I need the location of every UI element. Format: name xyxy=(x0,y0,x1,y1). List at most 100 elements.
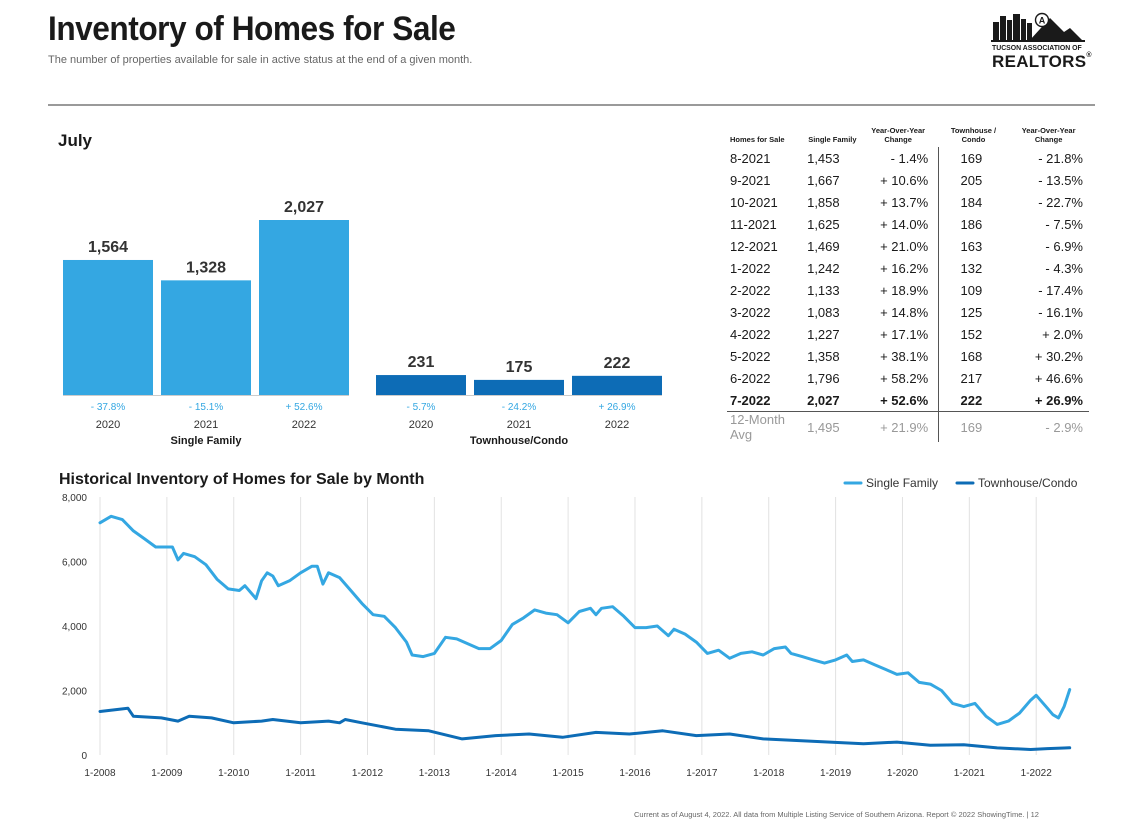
table-row: 11-2021 1,625 + 14.0% 186 - 7.5% xyxy=(727,213,1089,235)
x-tick-label: 1-2009 xyxy=(151,768,183,779)
legend-label: Townhouse/Condo xyxy=(978,476,1078,490)
table-cell: 168 xyxy=(960,348,983,364)
table-cell: + 26.9% xyxy=(1034,392,1083,408)
line-chart-title: Historical Inventory of Homes for Sale b… xyxy=(59,471,424,488)
table-row: 5-2022 1,358 + 38.1% 168 + 30.2% xyxy=(727,345,1089,367)
table-cell: 1,495 xyxy=(807,411,858,442)
header-divider xyxy=(48,104,1095,106)
table-cell: 1,358 xyxy=(807,348,840,364)
bar-change-label: - 5.7% xyxy=(407,402,436,413)
x-tick-label: 1-2014 xyxy=(486,768,518,779)
table-cell: 222 xyxy=(960,392,983,408)
x-tick-label: 1-2015 xyxy=(553,768,585,779)
bar-year-label: 2020 xyxy=(96,419,120,431)
x-tick-label: 1-2013 xyxy=(419,768,451,779)
x-tick-label: 1-2011 xyxy=(285,768,316,779)
july-bar-chart: July 1,564 - 37.8% 2020 1,328 - 15.1% 2021 2,02… xyxy=(58,131,662,447)
bar-year-label: 2021 xyxy=(507,419,531,431)
y-tick-label: 0 xyxy=(81,751,87,762)
bar-value-label: 2,027 xyxy=(284,199,324,216)
table-cell: + 21.9% xyxy=(857,411,940,442)
table-row: 7-2022 2,027 + 52.6% 222 + 26.9% xyxy=(727,389,1089,412)
bar-value-label: 231 xyxy=(408,354,435,371)
table-column-header: Year-Over-Year Change xyxy=(1021,126,1076,144)
table-cell: 12-2021 xyxy=(730,238,778,254)
bar-year-label: 2020 xyxy=(409,419,433,431)
historical-line-chart: Historical Inventory of Homes for Sale b… xyxy=(59,471,1078,779)
bar-value-label: 1,564 xyxy=(88,239,128,256)
table-row: 10-2021 1,858 + 13.7% 184 - 22.7% xyxy=(727,191,1089,213)
table-cell: 10-2021 xyxy=(730,194,778,210)
table-cell: 1-2022 xyxy=(730,260,771,276)
table-cell: - 22.7% xyxy=(1038,194,1083,210)
table-cell: 169 xyxy=(960,150,983,166)
x-tick-label: 1-2020 xyxy=(887,768,919,779)
x-tick-label: 1-2008 xyxy=(84,768,116,779)
table-cell: + 14.0% xyxy=(857,213,940,235)
bar-change-label: - 37.8% xyxy=(91,402,126,413)
table-cell: 205 xyxy=(960,172,983,188)
bar-0-1 xyxy=(161,280,251,395)
association-logo: A TUCSON ASSOCIATION OF REALTORS® xyxy=(990,10,1092,71)
table-cell: - 2.9% xyxy=(1008,411,1089,442)
table-cell: + 17.1% xyxy=(857,323,940,345)
table-cell: 217 xyxy=(960,370,983,386)
table-column-header: Year-Over-Year Change xyxy=(871,126,926,144)
legend-label: Single Family xyxy=(866,476,938,490)
table-cell: 1,242 xyxy=(807,260,840,276)
bar-value-label: 175 xyxy=(506,359,533,376)
bar-1-2 xyxy=(572,375,662,395)
x-tick-label: 1-2017 xyxy=(686,768,718,779)
footer-note: Current as of August 4, 2022. All data f… xyxy=(634,810,1039,819)
table-row: 9-2021 1,667 + 10.6% 205 - 13.5% xyxy=(727,169,1089,191)
table-cell: 1,625 xyxy=(807,216,840,232)
table-cell: + 21.0% xyxy=(857,235,940,257)
table-header-row: Homes for Sale Single Family Year-Over-Yea… xyxy=(727,124,1089,147)
table-cell: - 4.3% xyxy=(1045,260,1083,276)
y-tick-label: 6,000 xyxy=(62,558,87,569)
table-cell: 125 xyxy=(960,304,983,320)
table-cell: 1,796 xyxy=(807,370,840,386)
table-cell: 7-2022 xyxy=(730,392,771,408)
table-cell: - 21.8% xyxy=(1038,150,1083,166)
bar-value-label: 222 xyxy=(604,355,631,372)
bar-1-1 xyxy=(474,379,564,395)
table-cell: + 58.2% xyxy=(857,367,940,389)
table-cell: + 13.7% xyxy=(857,191,940,213)
page-title: Inventory of Homes for Sale xyxy=(48,10,456,48)
homes-for-sale-table: Homes for Sale Single Family Year-Over-Yea… xyxy=(727,124,1089,442)
y-tick-label: 8,000 xyxy=(62,493,87,504)
table-cell: 8-2021 xyxy=(730,150,771,166)
table-row: 6-2022 1,796 + 58.2% 217 + 46.6% xyxy=(727,367,1089,389)
table-cell: + 38.1% xyxy=(857,345,940,367)
table-cell: 2-2022 xyxy=(730,282,771,298)
table-row: 4-2022 1,227 + 17.1% 152 + 2.0% xyxy=(727,323,1089,345)
table-cell: 109 xyxy=(960,282,983,298)
table-cell: - 6.9% xyxy=(1045,238,1083,254)
bar-value-label: 1,328 xyxy=(186,259,226,276)
table-cell: 2,027 xyxy=(807,392,840,408)
bar-group-label: Townhouse/Condo xyxy=(470,435,568,447)
logo-registered-mark: ® xyxy=(1086,52,1092,59)
logo-brand-name: REALTORS xyxy=(992,52,1087,71)
table-row: 12-Month Avg 1,495 + 21.9% 169- 2.9% xyxy=(727,411,1089,442)
table-row: 12-2021 1,469 + 21.0% 163 - 6.9% xyxy=(727,235,1089,257)
table-cell: 132 xyxy=(960,260,983,276)
table-cell: 1,858 xyxy=(807,194,840,210)
table-cell: 3-2022 xyxy=(730,304,771,320)
table-row: 8-2021 1,453 - 1.4% 169 - 21.8% xyxy=(727,147,1089,169)
x-tick-label: 1-2018 xyxy=(753,768,785,779)
bar-change-label: - 15.1% xyxy=(189,402,224,413)
table-cell: 9-2021 xyxy=(730,172,771,188)
x-tick-label: 1-2019 xyxy=(820,768,852,779)
table-cell: + 52.6% xyxy=(857,389,940,412)
series-line-0 xyxy=(98,514,1072,726)
bar-year-label: 2022 xyxy=(292,419,316,431)
logo-association-text: TUCSON ASSOCIATION OF xyxy=(992,43,1082,52)
table-cell: 1,667 xyxy=(807,172,840,188)
x-tick-label: 1-2010 xyxy=(218,768,250,779)
table-cell: - 17.4% xyxy=(1038,282,1083,298)
table-cell: + 18.9% xyxy=(857,279,940,301)
table-cell: - 16.1% xyxy=(1038,304,1083,320)
x-tick-label: 1-2022 xyxy=(1021,768,1053,779)
